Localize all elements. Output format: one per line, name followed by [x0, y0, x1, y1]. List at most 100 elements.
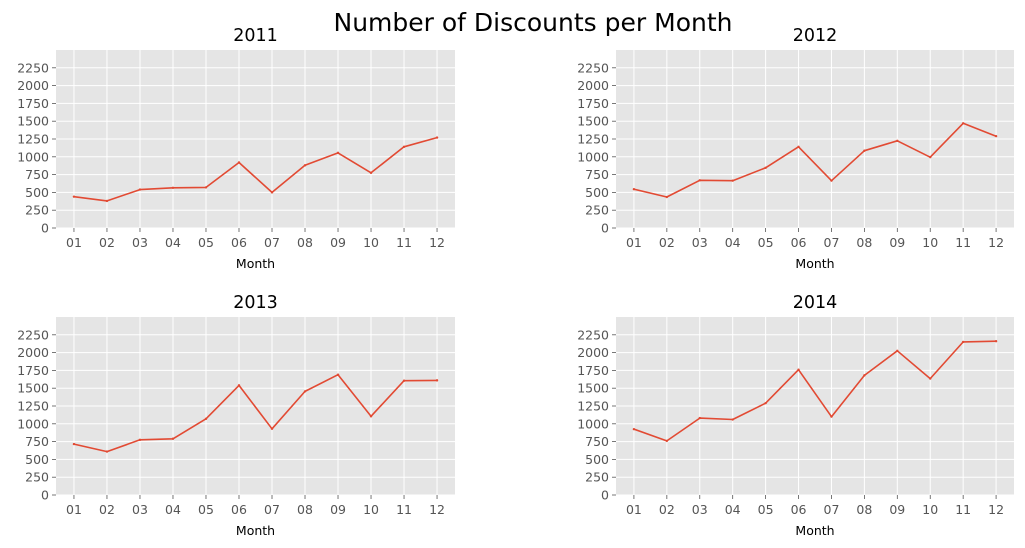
data-point [270, 427, 274, 430]
x-tick-label: 02 [659, 235, 675, 250]
data-point [435, 136, 439, 139]
data-point [237, 161, 241, 164]
y-tick-label: 1000 [577, 149, 609, 164]
x-tick-label: 06 [791, 235, 807, 250]
x-tick-label: 01 [66, 502, 82, 517]
x-tick-label: 10 [363, 235, 379, 250]
x-tick-label: 07 [824, 235, 840, 250]
y-tick-label: 2000 [577, 345, 609, 360]
y-tick-label: 750 [25, 434, 49, 449]
y-tick-label: 250 [25, 203, 49, 218]
x-tick-label: 12 [429, 502, 445, 517]
data-point [632, 187, 636, 191]
series-line-2012 [633, 122, 997, 198]
data-point [303, 164, 307, 167]
y-tick-label: 0 [601, 488, 609, 503]
x-axis-label: Month [236, 256, 275, 271]
x-tick-label: 05 [758, 502, 774, 517]
data-point [171, 437, 175, 440]
x-tick-label: 12 [988, 235, 1004, 250]
data-point [797, 368, 800, 371]
y-tick-label: 750 [25, 167, 49, 182]
data-point [402, 145, 406, 149]
data-point [830, 179, 833, 182]
y-tick-label: 500 [585, 185, 609, 200]
x-tick-label: 02 [659, 502, 675, 517]
y-tick-label: 2000 [17, 345, 49, 360]
data-point [303, 390, 307, 393]
data-point [961, 340, 965, 344]
y-tick-label: 1000 [577, 416, 609, 431]
data-point [435, 379, 439, 382]
y-tick-label: 750 [585, 167, 609, 182]
data-point [929, 377, 932, 380]
y-tick-label: 1000 [17, 149, 49, 164]
x-tick-label: 03 [132, 235, 148, 250]
x-tick-label: 10 [922, 235, 938, 250]
x-tick-label: 11 [396, 235, 412, 250]
panel-title: 2014 [793, 293, 838, 313]
x-axis-label: Month [236, 523, 275, 538]
x-tick-label: 04 [725, 502, 741, 517]
x-tick-label: 06 [231, 235, 247, 250]
x-tick-label: 05 [758, 235, 774, 250]
x-tick-label: 09 [889, 235, 905, 250]
x-axis-label: Month [795, 523, 834, 538]
y-tick-label: 1500 [17, 381, 49, 396]
data-point [204, 186, 208, 189]
data-point [138, 438, 142, 442]
y-tick-label: 0 [41, 488, 49, 503]
y-tick-label: 2000 [577, 78, 609, 93]
panel-2011: 0 250 500 750 1000 1250 1500 1750 2000 2250 01 02 03… [17, 26, 455, 271]
x-tick-label: 09 [330, 235, 346, 250]
data-point [929, 155, 932, 159]
y-tick-label: 1500 [17, 114, 49, 129]
y-tick-label: 2250 [577, 60, 609, 75]
x-tick-label: 03 [692, 235, 708, 250]
y-tick-label: 1250 [577, 399, 609, 414]
x-tick-label: 06 [231, 502, 247, 517]
y-tick-label: 0 [601, 221, 609, 236]
x-tick-label: 08 [297, 235, 313, 250]
data-point [369, 171, 373, 175]
data-point [863, 149, 866, 152]
y-tick-label: 1750 [17, 363, 49, 378]
y-tick-label: 1750 [17, 96, 49, 111]
x-tick-label: 07 [824, 502, 840, 517]
x-tick-label: 04 [165, 502, 181, 517]
x-tick-label: 02 [99, 502, 115, 517]
x-tick-label: 10 [363, 502, 379, 517]
x-tick-label: 06 [791, 502, 807, 517]
data-point [994, 340, 998, 343]
data-point [72, 442, 76, 446]
y-tick-label: 1500 [577, 114, 609, 129]
x-tick-label: 08 [297, 502, 313, 517]
y-tick-label: 500 [25, 185, 49, 200]
data-point [204, 417, 208, 421]
x-tick-label: 01 [626, 235, 642, 250]
data-point [72, 195, 76, 198]
data-point [369, 415, 373, 418]
y-tick-label: 1750 [577, 96, 609, 111]
y-tick-label: 0 [41, 221, 49, 236]
data-point [336, 373, 340, 376]
y-tick-label: 500 [25, 452, 49, 467]
y-tick-label: 250 [25, 470, 49, 485]
data-point [665, 195, 669, 199]
data-point [797, 145, 800, 149]
series-line-2013 [73, 373, 438, 453]
panel-title: 2013 [233, 293, 278, 313]
x-tick-label: 04 [165, 235, 181, 250]
y-tick-label: 500 [585, 452, 609, 467]
panel-2014: 0 250 500 750 1000 1250 1500 1750 2000 2250 01 02 03… [577, 293, 1014, 538]
y-tick-label: 2250 [17, 60, 49, 75]
figure-suptitle: Number of Discounts per Month [334, 8, 733, 37]
x-tick-label: 11 [955, 502, 971, 517]
series-line-2014 [633, 340, 997, 442]
x-tick-label: 12 [429, 235, 445, 250]
x-tick-label: 07 [264, 235, 280, 250]
data-point [105, 450, 109, 453]
data-point [961, 122, 965, 125]
x-tick-label: 11 [396, 502, 412, 517]
